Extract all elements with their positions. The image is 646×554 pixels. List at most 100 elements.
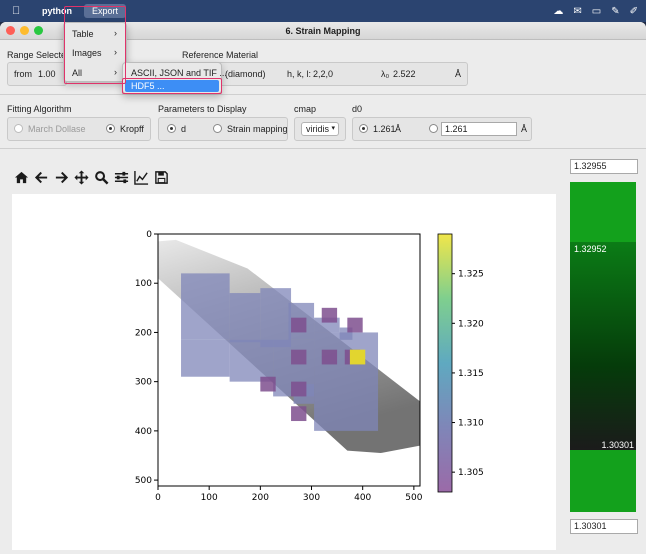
heatmap-cell-low bbox=[291, 349, 307, 365]
menu-item-hdf5-highlight[interactable]: HDF5 ... bbox=[125, 80, 219, 92]
heatmap-cell-low bbox=[291, 406, 307, 422]
y-tick-label: 100 bbox=[135, 279, 152, 289]
scale-max-input[interactable]: 1.32955 bbox=[570, 159, 638, 174]
d0-unit-1: Å bbox=[395, 124, 402, 134]
params-header: Parameters to Display bbox=[158, 104, 247, 114]
export-menu[interactable]: Export bbox=[84, 4, 127, 18]
x-tick-label: 100 bbox=[201, 493, 218, 503]
colorbar-tick-label: 1.315 bbox=[458, 369, 484, 379]
chevron-right-icon: › bbox=[114, 28, 117, 38]
cmap-select[interactable]: viridis ▾ bbox=[301, 122, 339, 136]
y-tick-label: 200 bbox=[135, 328, 152, 338]
heatmap-cell-low bbox=[291, 381, 307, 397]
from-label: from bbox=[14, 69, 32, 79]
chevron-right-icon: › bbox=[114, 67, 117, 77]
scale-min-input[interactable]: 1.30301 bbox=[570, 519, 638, 534]
cloud-icon[interactable]: ☁ bbox=[553, 5, 564, 17]
divider bbox=[0, 94, 646, 95]
cmap-header: cmap bbox=[294, 104, 317, 114]
y-tick-label: 300 bbox=[135, 378, 152, 388]
strain-mapping-window: 6. Strain Mapping Range Selected from 1.… bbox=[0, 22, 646, 554]
home-icon[interactable] bbox=[14, 170, 29, 185]
menu-item-images[interactable]: Images bbox=[72, 48, 102, 58]
zoom-window-button[interactable] bbox=[34, 26, 43, 35]
lambda-label: λ₀ bbox=[381, 69, 390, 79]
chevron-right-icon: › bbox=[114, 47, 117, 57]
strain-map-plot[interactable]: 0 100 200 300 400 500 0 100 200 300 400 500 1.325 1.3… bbox=[12, 194, 556, 550]
heatmap-cell-low bbox=[321, 349, 338, 365]
hkl-label: h, k, l: bbox=[287, 69, 312, 79]
d-radio[interactable]: d bbox=[167, 124, 186, 134]
menu-item-all[interactable]: All bbox=[72, 68, 83, 78]
colorbar-tick-label: 1.310 bbox=[458, 419, 484, 429]
y-tick-label: 500 bbox=[135, 476, 152, 486]
back-icon[interactable] bbox=[34, 170, 49, 185]
d0-radio-1[interactable]: 1.261 bbox=[359, 124, 396, 134]
divider bbox=[0, 148, 646, 149]
outlook-icon[interactable]: ✉ bbox=[573, 5, 582, 17]
app-menu[interactable]: python bbox=[42, 6, 72, 16]
hkl-value: 2,2,0 bbox=[313, 69, 334, 79]
x-tick-label: 500 bbox=[405, 493, 422, 503]
camera-icon[interactable]: ▭ bbox=[591, 5, 602, 17]
d0-header: d0 bbox=[352, 104, 363, 114]
window-title: 6. Strain Mapping bbox=[285, 26, 361, 36]
fitting-panel: March Dollase Kropff bbox=[7, 117, 151, 141]
heatmap-cell bbox=[229, 293, 261, 343]
fitting-header: Fitting Algorithm bbox=[7, 104, 72, 114]
edit-axis-icon[interactable] bbox=[134, 170, 149, 185]
range-header: Range Selected bbox=[7, 50, 72, 60]
lambda-unit: Å bbox=[455, 69, 462, 79]
heatmap-cell bbox=[260, 288, 292, 348]
kropff-radio[interactable]: Kropff bbox=[106, 124, 144, 134]
from-value: 1.00 bbox=[38, 69, 56, 79]
y-tick-label: 400 bbox=[135, 427, 152, 437]
plot-toolbar bbox=[14, 170, 169, 185]
menu-item-ascii-json-tif[interactable]: ASCII, JSON and TIF ... bbox=[131, 68, 227, 78]
reference-header: Reference Material bbox=[182, 50, 259, 60]
close-window-button[interactable] bbox=[6, 26, 15, 35]
pen-icon[interactable]: ✐ bbox=[629, 5, 638, 17]
strain-mapping-radio[interactable]: Strain mapping bbox=[213, 124, 288, 134]
x-tick-label: 300 bbox=[303, 493, 320, 503]
plot-canvas[interactable]: 0 100 200 300 400 50001002003004005001.3251.3… bbox=[12, 194, 556, 550]
params-panel: d Strain mapping bbox=[158, 117, 288, 141]
d0-unit-2: Å bbox=[521, 124, 528, 134]
zoom-icon[interactable] bbox=[94, 170, 109, 185]
colorbar-tick-label: 1.320 bbox=[458, 319, 484, 329]
range-panel: from 1.00 bbox=[7, 62, 67, 86]
save-icon[interactable] bbox=[154, 170, 169, 185]
x-tick-label: 200 bbox=[252, 493, 269, 503]
d0-radio-2[interactable] bbox=[429, 124, 443, 134]
cmap-panel: viridis ▾ bbox=[294, 117, 346, 141]
heatmap-cell-low bbox=[347, 317, 363, 333]
macos-menubar:  python Export ☁ ✉ ▭ ✎ ✐ bbox=[0, 0, 646, 22]
x-tick-label: 0 bbox=[155, 493, 161, 503]
menu-item-hdf5[interactable]: HDF5 ... bbox=[131, 81, 165, 91]
axes-frame bbox=[157, 233, 421, 487]
chat-icon[interactable]: ✎ bbox=[611, 5, 620, 17]
lambda-value: 2.522 bbox=[393, 69, 416, 79]
status-icons: ☁ ✉ ▭ ✎ ✐ bbox=[553, 0, 638, 22]
apple-icon[interactable]:  bbox=[12, 5, 24, 17]
configure-subplots-icon[interactable] bbox=[114, 170, 129, 185]
heatmap-cell bbox=[181, 339, 230, 377]
colorbar bbox=[437, 233, 453, 493]
forward-icon[interactable] bbox=[54, 170, 69, 185]
slider-range-handle[interactable] bbox=[570, 242, 636, 450]
pan-icon[interactable] bbox=[74, 170, 89, 185]
minimize-window-button[interactable] bbox=[20, 26, 29, 35]
material-name: (diamond) bbox=[225, 69, 266, 79]
value-range-slider[interactable]: 1.32955 1.32952 1.30301 1.30301 bbox=[570, 159, 638, 534]
heatmap-cell bbox=[314, 332, 379, 431]
colorbar-tick-label: 1.305 bbox=[458, 468, 484, 478]
menu-item-table[interactable]: Table bbox=[72, 29, 94, 39]
heatmap-cell-high bbox=[349, 349, 366, 365]
colorbar-tick-label: 1.325 bbox=[458, 270, 484, 280]
scale-high-label: 1.32952 bbox=[574, 244, 607, 254]
heatmap-cell-low bbox=[321, 307, 338, 323]
heatmap-cell-low bbox=[260, 376, 276, 392]
scale-low-label: 1.30301 bbox=[601, 440, 634, 450]
d0-input[interactable]: 1.261 bbox=[441, 122, 517, 136]
march-dollase-radio[interactable]: March Dollase bbox=[14, 124, 86, 134]
